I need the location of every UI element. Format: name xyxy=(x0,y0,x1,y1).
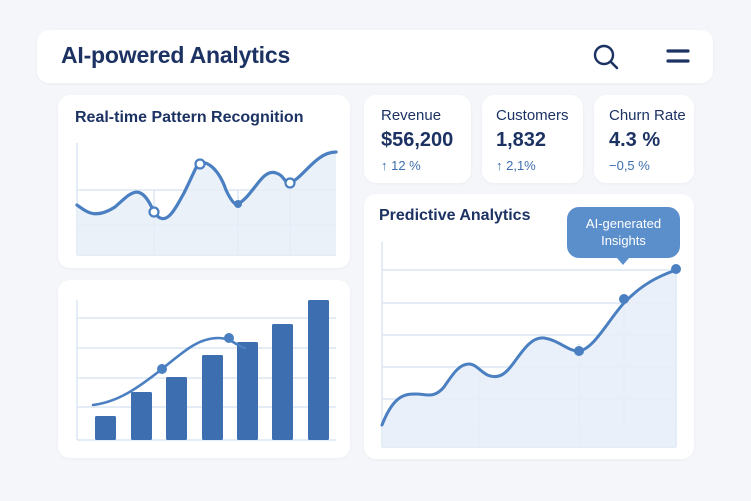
kpi-delta: ↑ 2,1% xyxy=(496,158,536,173)
kpi-card-churn-rate: Churn Rate 4.3 % −0,5 % xyxy=(594,95,694,183)
bar-4 xyxy=(202,355,223,440)
bar-1 xyxy=(95,416,116,440)
panel-title: Predictive Analytics xyxy=(379,207,531,224)
tooltip-line-1: AI-generated xyxy=(585,216,662,231)
pattern-line-chart xyxy=(75,143,338,256)
bar-chart-panel xyxy=(58,280,350,458)
kpi-card-revenue: Revenue $56,200 ↑ 12 % xyxy=(364,95,471,183)
menu-icon[interactable] xyxy=(665,44,691,68)
kpi-delta: −0,5 % xyxy=(609,158,650,173)
panel-title: Real-time Pattern Recognition xyxy=(75,109,304,126)
pattern-recognition-panel: Real-time Pattern Recognition xyxy=(58,95,350,268)
kpi-label: Customers xyxy=(496,107,569,124)
kpi-delta: ↑ 12 % xyxy=(381,158,421,173)
kpi-label: Churn Rate xyxy=(609,107,686,124)
kpi-label: Revenue xyxy=(381,107,442,124)
bar-2 xyxy=(131,392,152,440)
bar-5 xyxy=(237,342,258,440)
kpi-value: 4.3 % xyxy=(609,129,661,151)
bar-7 xyxy=(308,300,329,440)
kpi-value: $56,200 xyxy=(381,129,454,151)
app-title: AI-powered Analytics xyxy=(61,42,291,68)
predictive-analytics-panel: Predictive Analytics AI-generated Insigh… xyxy=(364,194,694,459)
bar-3 xyxy=(166,377,187,440)
tooltip-line-2: Insights xyxy=(601,233,646,248)
bar-6 xyxy=(272,324,293,440)
header-bar: AI-powered Analytics xyxy=(37,30,713,83)
bar-chart xyxy=(76,300,336,441)
predictive-area-chart xyxy=(380,242,681,448)
kpi-card-customers: Customers 1,832 ↑ 2,1% xyxy=(482,95,583,183)
search-icon[interactable] xyxy=(592,43,620,71)
ai-insights-tooltip[interactable]: AI-generated Insights xyxy=(567,207,680,265)
kpi-value: 1,832 xyxy=(496,129,547,151)
